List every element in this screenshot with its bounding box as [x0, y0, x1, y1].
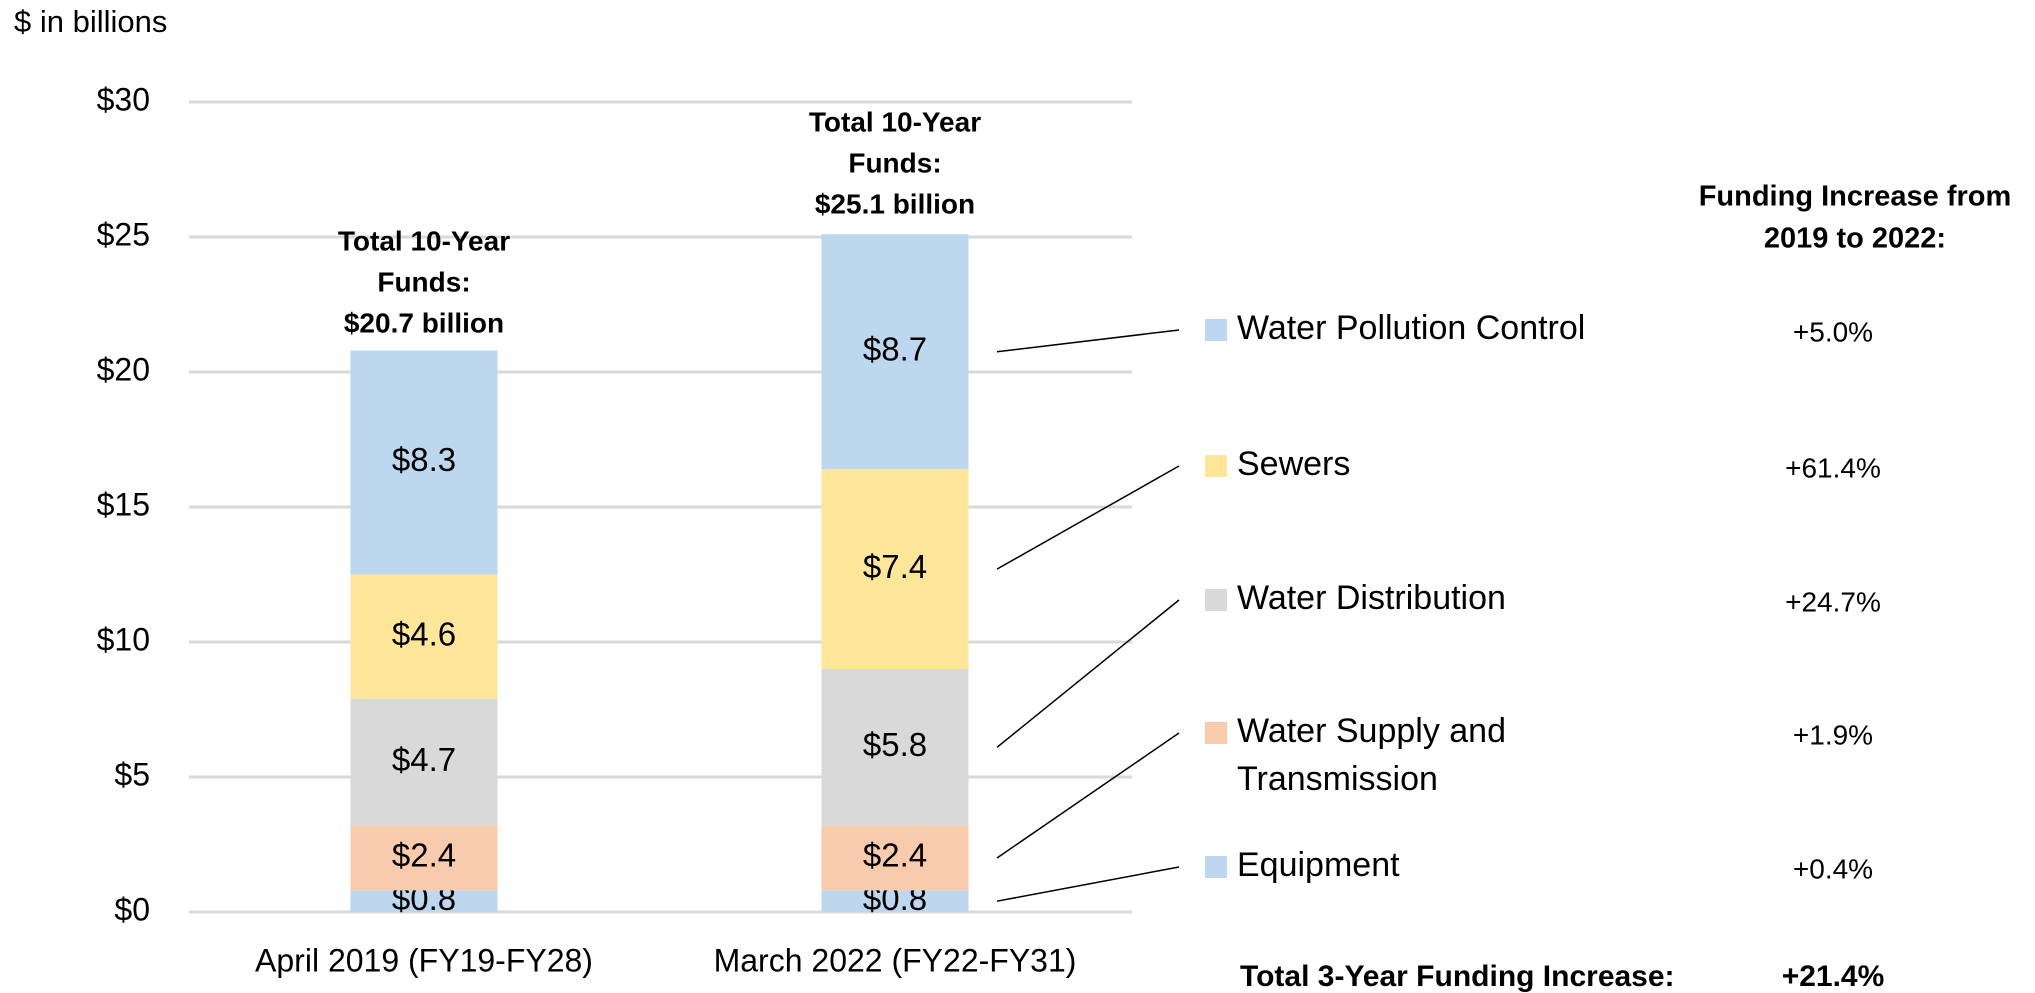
- axis-label: $ in billions: [14, 4, 167, 39]
- connector: [996, 599, 1180, 748]
- connector: [996, 465, 1180, 570]
- y-tick-label: $5: [114, 756, 150, 792]
- value-label: $2.4: [863, 837, 927, 874]
- increase-value: +24.7%: [1785, 586, 1881, 617]
- value-label: $4.6: [392, 615, 456, 652]
- bar-segment: [350, 890, 498, 912]
- increase-value: +5.0%: [1793, 316, 1873, 347]
- bar-segment: [821, 234, 969, 470]
- y-tick-label: $15: [97, 486, 150, 522]
- y-tick-label: $0: [114, 891, 150, 927]
- y-tick-label: $10: [97, 621, 150, 657]
- total-annotation: Funds:: [377, 266, 470, 297]
- increase-value: +0.4%: [1793, 853, 1873, 884]
- value-label: $7.4: [863, 548, 927, 585]
- legend-swatch: [1205, 856, 1227, 878]
- connector: [996, 329, 1180, 353]
- total-annotation: Total 10-Year: [338, 225, 510, 256]
- total-annotation: $25.1 billion: [815, 189, 975, 220]
- legend-swatch: [1205, 722, 1227, 744]
- bar-segment: [350, 350, 498, 575]
- increase-header: Funding Increase from: [1699, 181, 2012, 213]
- legend-swatch: [1205, 589, 1227, 611]
- total-increase: +21.4%: [1782, 960, 1885, 993]
- legend-swatch: [1205, 455, 1227, 477]
- legend-label: Equipment: [1237, 846, 1400, 884]
- increase-header: 2019 to 2022:: [1764, 223, 1946, 255]
- legend-label: Water Pollution Control: [1237, 309, 1586, 347]
- increase-value: +61.4%: [1785, 452, 1881, 483]
- connector: [996, 866, 1180, 902]
- total-increase-label: Total 3-Year Funding Increase:: [1240, 960, 1675, 993]
- x-tick-label: April 2019 (FY19-FY28): [255, 942, 593, 978]
- y-tick-label: $20: [97, 351, 150, 387]
- value-label: $8.7: [863, 330, 927, 367]
- bar-segment: [821, 669, 969, 826]
- legend-label: Water Supply and Transmission: [1237, 712, 1506, 798]
- value-label: $2.4: [392, 837, 456, 874]
- legend-label: Sewers: [1237, 445, 1351, 483]
- total-annotation: $20.7 billion: [344, 307, 504, 338]
- bar-segment: [821, 890, 969, 912]
- bar-segment: [821, 469, 969, 669]
- y-tick-label: $30: [97, 81, 150, 117]
- value-label: $5.8: [863, 726, 927, 763]
- value-label: $8.3: [392, 441, 456, 478]
- legend-swatch: [1205, 319, 1227, 341]
- total-annotation: Funds:: [848, 148, 941, 179]
- bar-segment: [350, 574, 498, 699]
- y-tick-label: $25: [97, 216, 150, 252]
- bar-segment: [821, 825, 969, 891]
- increase-value: +1.9%: [1793, 719, 1873, 750]
- bar-segment: [350, 698, 498, 826]
- x-tick-label: March 2022 (FY22-FY31): [714, 942, 1077, 978]
- total-annotation: Total 10-Year: [809, 107, 981, 138]
- value-label: $4.7: [392, 741, 456, 778]
- connector: [996, 732, 1180, 859]
- legend-label: Water Distribution: [1237, 579, 1506, 617]
- bar-segment: [350, 825, 498, 891]
